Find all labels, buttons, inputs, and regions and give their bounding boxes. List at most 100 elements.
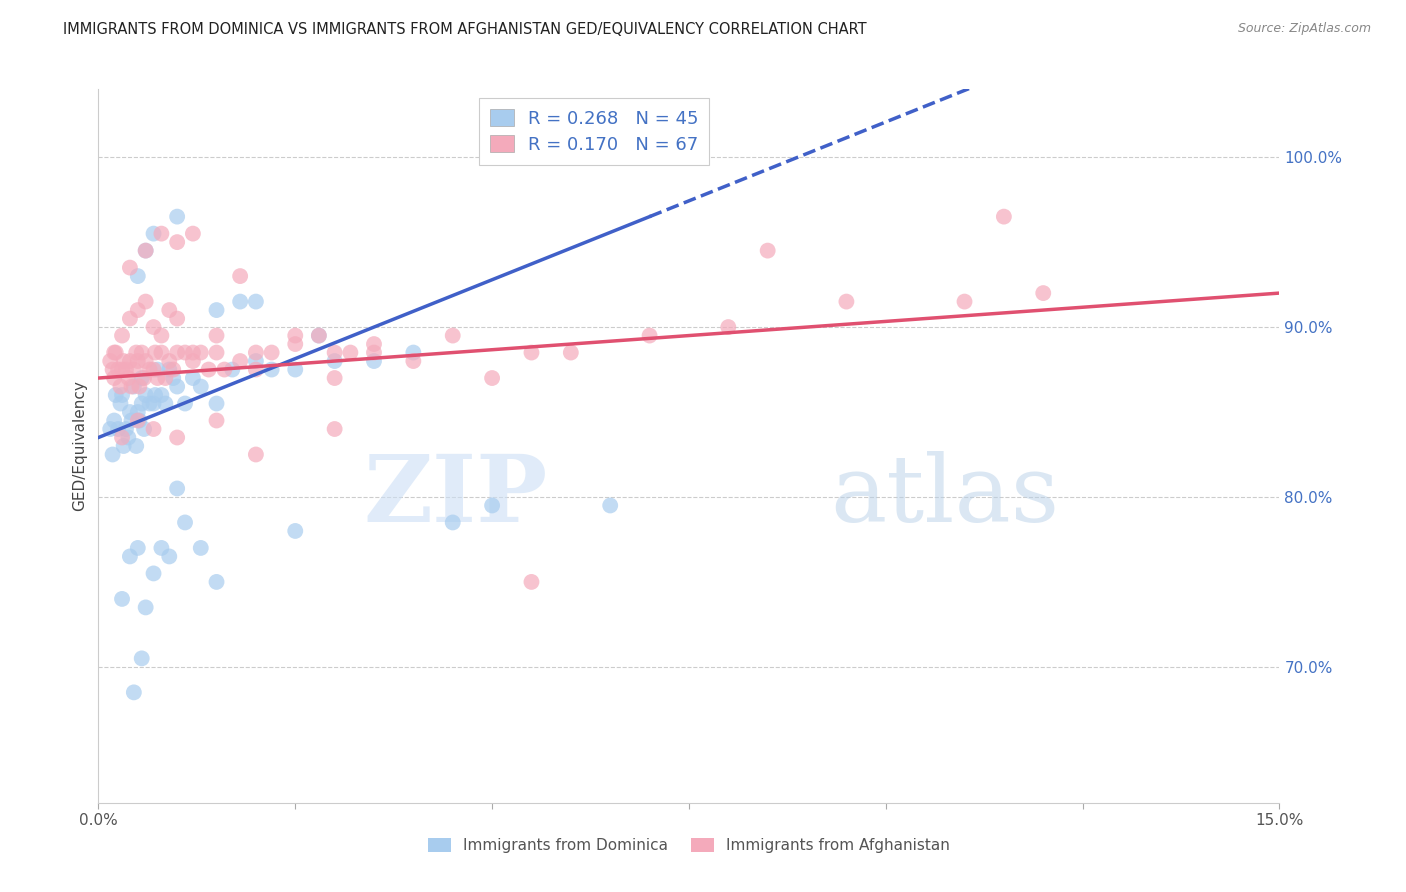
- Point: [110, 396, 132, 410]
- Point: [229, 294, 252, 309]
- Point: [363, 354, 385, 368]
- Legend: Immigrants from Dominica, Immigrants from Afghanistan: Immigrants from Dominica, Immigrants fro…: [422, 831, 956, 859]
- Point: [112, 354, 135, 368]
- Point: [323, 371, 346, 385]
- Point: [323, 345, 346, 359]
- Point: [157, 549, 180, 564]
- Point: [127, 269, 149, 284]
- Point: [520, 345, 543, 359]
- Point: [135, 294, 157, 309]
- Point: [103, 345, 125, 359]
- Point: [150, 345, 173, 359]
- Point: [112, 439, 135, 453]
- Point: [150, 388, 173, 402]
- Point: [284, 524, 307, 538]
- Point: [122, 685, 145, 699]
- Point: [229, 354, 252, 368]
- Point: [166, 311, 188, 326]
- Point: [441, 516, 464, 530]
- Point: [107, 422, 129, 436]
- Point: [157, 354, 180, 368]
- Point: [323, 354, 346, 368]
- Point: [205, 574, 228, 589]
- Point: [150, 541, 173, 555]
- Point: [132, 422, 155, 436]
- Point: [104, 388, 127, 402]
- Point: [245, 362, 267, 376]
- Point: [155, 371, 177, 385]
- Point: [142, 320, 165, 334]
- Point: [98, 422, 121, 436]
- Point: [221, 362, 243, 376]
- Point: [190, 541, 212, 555]
- Point: [143, 388, 166, 402]
- Point: [157, 303, 180, 318]
- Point: [166, 379, 188, 393]
- Point: [125, 439, 148, 453]
- Point: [441, 328, 464, 343]
- Text: Source: ZipAtlas.com: Source: ZipAtlas.com: [1237, 22, 1371, 36]
- Point: [127, 413, 149, 427]
- Point: [481, 371, 503, 385]
- Point: [121, 379, 143, 393]
- Point: [135, 244, 157, 258]
- Point: [146, 362, 169, 376]
- Point: [166, 482, 188, 496]
- Point: [756, 244, 779, 258]
- Point: [127, 405, 149, 419]
- Point: [717, 320, 740, 334]
- Point: [131, 396, 153, 410]
- Point: [166, 345, 188, 359]
- Point: [402, 345, 425, 359]
- Point: [128, 379, 150, 393]
- Point: [117, 430, 139, 444]
- Point: [122, 379, 145, 393]
- Point: [118, 311, 141, 326]
- Point: [245, 354, 267, 368]
- Point: [197, 362, 219, 376]
- Point: [142, 566, 165, 581]
- Point: [1032, 286, 1054, 301]
- Point: [181, 371, 204, 385]
- Point: [138, 362, 160, 376]
- Point: [308, 328, 330, 343]
- Point: [142, 422, 165, 436]
- Point: [118, 354, 141, 368]
- Point: [135, 388, 157, 402]
- Point: [150, 328, 173, 343]
- Y-axis label: GED/Equivalency: GED/Equivalency: [72, 381, 87, 511]
- Point: [190, 345, 212, 359]
- Point: [107, 362, 129, 376]
- Point: [118, 260, 141, 275]
- Point: [155, 396, 177, 410]
- Point: [308, 328, 330, 343]
- Point: [181, 354, 204, 368]
- Point: [98, 354, 121, 368]
- Point: [103, 413, 125, 427]
- Point: [245, 448, 267, 462]
- Point: [162, 362, 184, 376]
- Point: [127, 354, 149, 368]
- Point: [245, 345, 267, 359]
- Point: [181, 227, 204, 241]
- Point: [104, 345, 127, 359]
- Point: [117, 371, 139, 385]
- Point: [131, 345, 153, 359]
- Point: [260, 345, 283, 359]
- Point: [125, 345, 148, 359]
- Point: [142, 227, 165, 241]
- Point: [205, 345, 228, 359]
- Point: [143, 345, 166, 359]
- Point: [214, 362, 236, 376]
- Point: [101, 448, 124, 462]
- Point: [205, 303, 228, 318]
- Point: [118, 405, 141, 419]
- Point: [127, 541, 149, 555]
- Point: [150, 227, 173, 241]
- Point: [118, 549, 141, 564]
- Point: [128, 413, 150, 427]
- Point: [110, 379, 132, 393]
- Point: [132, 371, 155, 385]
- Point: [157, 362, 180, 376]
- Text: ZIP: ZIP: [363, 451, 547, 541]
